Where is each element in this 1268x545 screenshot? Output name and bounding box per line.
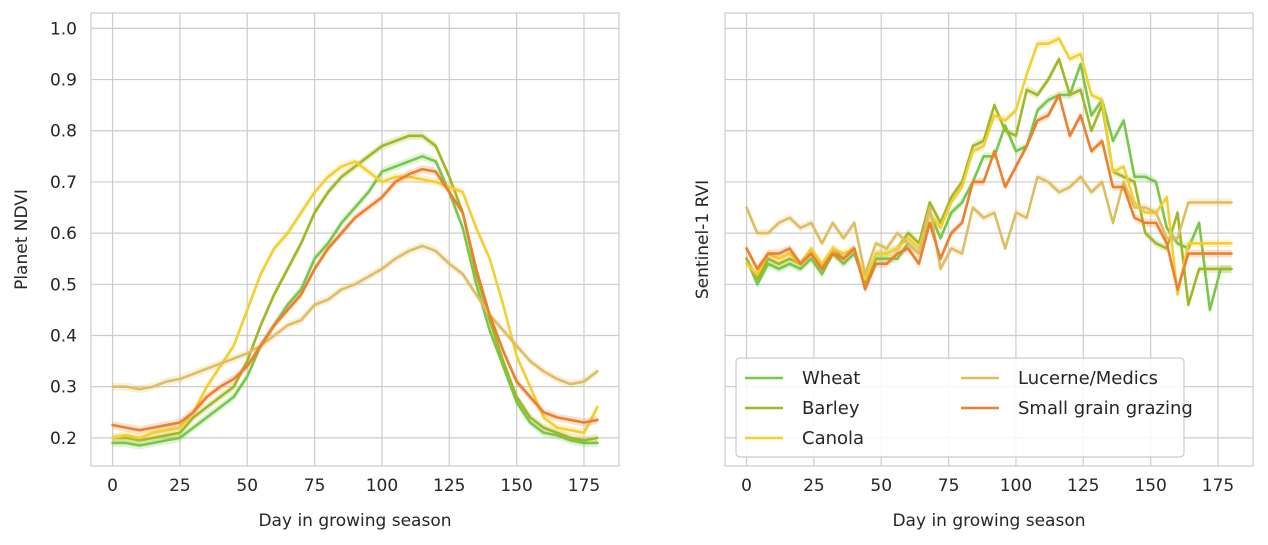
ndvi-chart-panel: 0 25 50 75 100 125 150 175 0.2 0.3 0.4 0.5 0.6 0.7 0.8… <box>12 12 620 531</box>
x-tick-label: 25 <box>169 476 191 496</box>
series-line-wheat <box>745 62 1233 312</box>
x-axis-label: Day in growing season <box>258 511 451 531</box>
x-tick-label: 150 <box>1134 476 1166 496</box>
x-tick-label: 50 <box>236 476 258 496</box>
plot-frame <box>90 12 620 467</box>
x-tick-label: 75 <box>304 476 326 496</box>
series-band-wheat <box>746 60 1232 314</box>
legend-label-wheat: Wheat <box>802 368 860 389</box>
series-band-lucerne-medics <box>112 241 598 394</box>
legend-label-small-grain-grazing: Small grain grazing <box>1018 398 1193 419</box>
x-tick-label: 175 <box>1202 476 1234 496</box>
x-tick-label: 25 <box>803 476 825 496</box>
legend: Wheat Barley Canola Lucerne/Medics Small gra… <box>735 357 1193 458</box>
series-line-lucerne-medics <box>745 175 1233 276</box>
series-band-canola <box>112 157 598 442</box>
series-line-lucerne-medics <box>111 244 599 391</box>
grid <box>91 13 619 466</box>
y-tick-label: 0.6 <box>50 224 77 244</box>
y-tick-label: 0.8 <box>50 122 77 142</box>
plot-frame <box>724 12 1254 467</box>
series-line-small-grain-grazing <box>111 167 599 432</box>
series-line-barley <box>745 57 1233 307</box>
x-tick-label: 100 <box>1000 476 1032 496</box>
legend-label-barley: Barley <box>802 398 860 419</box>
x-tick-label: 125 <box>1067 476 1099 496</box>
x-tick-label: 125 <box>433 476 465 496</box>
rvi-chart-panel: 0 25 50 75 100 125 150 175 Day in growing season… <box>693 12 1254 531</box>
y-tick-label: 0.5 <box>50 275 77 295</box>
y-tick-label: 0.7 <box>50 173 77 193</box>
y-tick-label: 0.2 <box>50 429 77 449</box>
series-band-wheat <box>112 152 598 450</box>
x-axis-label: Day in growing season <box>892 511 1085 531</box>
x-tick-label: 175 <box>568 476 600 496</box>
y-tick-label: 0.3 <box>50 378 77 398</box>
y-axis-label: Planet NDVI <box>12 189 32 290</box>
x-tick-label: 0 <box>741 476 752 496</box>
series-line-canola <box>111 160 599 440</box>
legend-frame <box>735 357 1185 458</box>
y-axis-label: Sentinel-1 RVI <box>693 180 713 299</box>
legend-label-lucerne-medics: Lucerne/Medics <box>1018 368 1158 389</box>
x-tick-label: 50 <box>870 476 892 496</box>
series-line-small-grain-grazing <box>745 93 1233 291</box>
x-tick-label: 100 <box>366 476 398 496</box>
series-line-canola <box>745 37 1233 296</box>
x-tick-label: 75 <box>938 476 960 496</box>
series-line-barley <box>111 134 599 442</box>
x-tick-label: 0 <box>107 476 118 496</box>
y-tick-label: 1.0 <box>50 19 77 39</box>
y-tick-label: 0.9 <box>50 71 77 91</box>
legend-label-canola: Canola <box>802 428 864 449</box>
y-tick-label: 0.4 <box>50 326 77 346</box>
series-line-wheat <box>111 155 599 447</box>
x-tick-label: 150 <box>500 476 532 496</box>
